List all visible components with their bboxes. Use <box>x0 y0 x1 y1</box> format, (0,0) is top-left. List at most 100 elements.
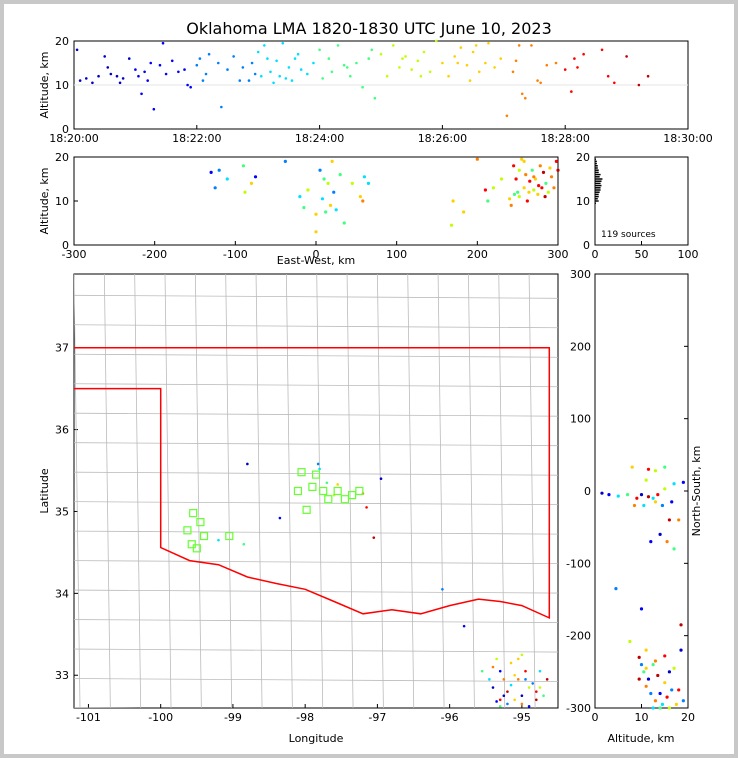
time-altitude-point <box>468 79 472 82</box>
county-line <box>528 274 536 708</box>
lma-station-marker <box>196 518 205 527</box>
altitude-ns-point <box>660 702 665 706</box>
time-altitude-point <box>456 61 460 65</box>
lma-station-marker <box>311 470 321 479</box>
figure-canvas: Oklahoma LMA 1820-1830 UTC June 10, 2023… <box>4 4 734 754</box>
altitude-ns-point <box>644 666 648 670</box>
map-source-point <box>506 702 509 706</box>
time-altitude-point <box>299 68 303 71</box>
altitude-ns-point <box>653 659 658 663</box>
county-line <box>74 294 558 299</box>
county-line <box>74 274 81 708</box>
lma-station-marker <box>189 509 198 518</box>
ew-altitude-point <box>527 190 531 194</box>
map-source-point <box>480 669 484 673</box>
altitude-ns-point <box>642 670 646 674</box>
altitude-ns-point <box>672 547 676 551</box>
map-source-point <box>538 669 542 673</box>
county-line <box>74 383 558 388</box>
altitude-ns-point <box>681 480 685 484</box>
time-altitude-point <box>164 72 168 76</box>
map-source-point <box>379 477 383 481</box>
time-altitude-point <box>146 79 149 82</box>
ew-altitude-ylabel: Altitude, km <box>38 167 51 234</box>
ew-altitude-point <box>522 159 526 163</box>
ew-altitude-point <box>508 197 512 201</box>
county-line <box>74 530 558 535</box>
ew-altitude-point <box>530 168 534 172</box>
altitude-ns-point <box>651 706 655 710</box>
map-source-point <box>527 705 531 708</box>
map-source-point <box>524 669 527 673</box>
ew-altitude-point <box>334 208 338 212</box>
altitude-ns-point <box>677 688 681 692</box>
time-altitude-point <box>140 92 143 96</box>
time-altitude-point <box>250 61 254 65</box>
ew-altitude-point <box>543 195 547 199</box>
county-lines <box>74 274 558 708</box>
time-altitude-point <box>269 70 272 74</box>
time-altitude-point <box>281 41 285 45</box>
time-altitude-point <box>272 81 275 85</box>
altitude-ns-point <box>630 465 634 469</box>
county-line <box>74 442 558 447</box>
ew-altitude-xtick-label: 100 <box>386 248 407 261</box>
time-altitude-point <box>505 114 509 118</box>
time-altitude-point <box>517 44 521 47</box>
map-source-point <box>498 705 502 708</box>
time-altitude-point <box>477 70 481 74</box>
time-altitude-point <box>367 57 371 60</box>
altitude-ns-point <box>637 655 641 659</box>
time-altitude-point <box>75 48 79 52</box>
time-altitude-point <box>198 57 202 60</box>
ew-altitude-point <box>536 192 540 196</box>
lma-station-marker <box>302 505 311 514</box>
altitude-ns-point <box>607 493 611 497</box>
map-source-point <box>336 483 339 486</box>
county-line <box>74 678 558 682</box>
map-source-point <box>520 694 524 698</box>
map-source-point <box>506 690 509 693</box>
time-altitude-point <box>306 72 309 76</box>
oklahoma-border <box>74 346 551 620</box>
altitude-ns-point <box>656 493 660 497</box>
time-altitude-point <box>204 72 208 76</box>
time-altitude-point <box>499 57 503 60</box>
altitude-ns-xtick-label: 0 <box>592 711 599 724</box>
time-altitude-xtick-label: 18:24:00 <box>295 132 344 145</box>
time-altitude-point <box>266 57 269 60</box>
time-altitude-point <box>539 81 542 85</box>
ew-altitude-point <box>314 212 318 216</box>
altitude-ns-ytick-label: 200 <box>570 340 591 353</box>
ew-altitude-point <box>361 199 365 203</box>
map-source-point <box>513 698 516 702</box>
altitude-ns-point <box>635 496 639 500</box>
ew-altitude-point <box>451 199 455 203</box>
county-line <box>103 274 111 708</box>
time-altitude-point <box>216 61 220 65</box>
map-source-point <box>498 669 502 673</box>
map-xtick-label: -99 <box>224 711 242 724</box>
time-altitude-point <box>514 59 518 63</box>
county-line <box>74 648 558 653</box>
ew-altitude-point <box>549 175 554 179</box>
time-altitude-point <box>401 57 404 60</box>
time-altitude-ytick-label: 20 <box>55 35 69 48</box>
time-altitude-point <box>183 68 186 71</box>
time-altitude-point <box>121 77 125 80</box>
altitude-ns-point <box>644 648 648 652</box>
map-source-point <box>516 678 520 681</box>
ew-altitude-point <box>298 195 302 199</box>
ew-altitude-xtick-label: 300 <box>548 248 569 261</box>
county-line <box>134 274 142 708</box>
county-line <box>74 589 558 594</box>
time-altitude-point <box>275 59 278 63</box>
time-altitude-point <box>349 74 352 78</box>
ew-altitude-point <box>554 159 558 163</box>
map-source-point <box>498 698 502 702</box>
time-altitude-point <box>195 63 199 67</box>
time-altitude-point <box>177 70 180 74</box>
time-altitude-point <box>241 66 245 69</box>
county-line <box>437 274 445 708</box>
time-altitude-point <box>263 44 266 47</box>
